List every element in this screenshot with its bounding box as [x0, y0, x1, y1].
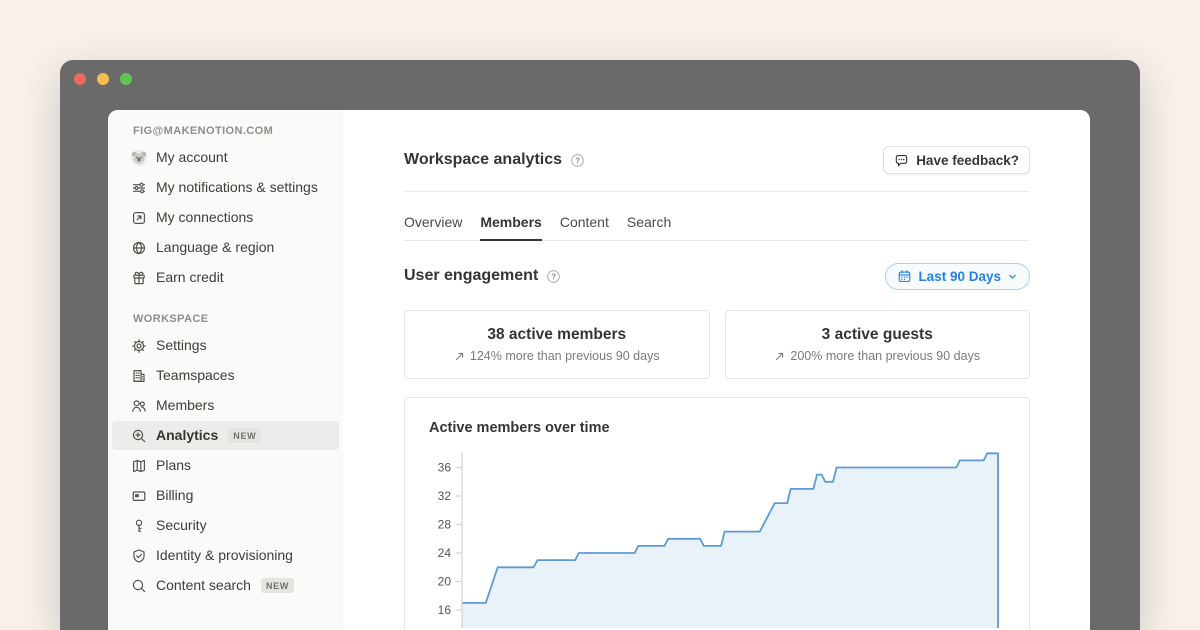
new-badge: NEW — [228, 428, 261, 443]
stat-cards-row: 38 active members 124% more than previou… — [404, 310, 1030, 379]
y-tick-label: 24 — [438, 546, 452, 560]
sidebar-item-label: Billing — [156, 486, 193, 505]
sidebar-item-label: Teamspaces — [156, 366, 235, 385]
avatar — [130, 149, 148, 167]
y-tick-label: 28 — [438, 518, 452, 532]
tab-members[interactable]: Members — [480, 214, 541, 241]
sidebar-item-content-search[interactable]: Content search NEW — [112, 571, 339, 600]
stat-delta: 200% more than previous 90 days — [774, 349, 980, 363]
sidebar-item-label: Security — [156, 516, 207, 535]
analytics-tabs: Overview Members Content Search — [404, 192, 1030, 241]
people-icon — [130, 397, 148, 415]
settings-sidebar: FIG@MAKENOTION.COM My account My notificat… — [108, 110, 343, 630]
account-email: FIG@MAKENOTION.COM — [108, 120, 343, 142]
sidebar-item-label: Analytics — [156, 426, 218, 445]
section-label-workspace: WORKSPACE — [108, 308, 343, 330]
key-icon — [130, 517, 148, 535]
sidebar-item-my-notifications-settings[interactable]: My notifications & settings — [112, 173, 339, 202]
chart-area — [462, 453, 998, 628]
chart-title: Active members over time — [429, 420, 1005, 436]
sidebar-item-teamspaces[interactable]: Teamspaces — [112, 361, 339, 390]
arrow-square-icon — [130, 209, 148, 227]
date-range-label: Last 90 Days — [918, 269, 1001, 284]
help-icon[interactable]: ? — [546, 269, 561, 284]
stat-value: 38 active members — [487, 326, 626, 344]
page-title-row: Workspace analytics ? — [404, 151, 585, 169]
sidebar-item-label: My connections — [156, 208, 253, 227]
trend-up-icon — [454, 351, 465, 362]
stat-card-active-guests: 3 active guests 200% more than previous … — [725, 310, 1031, 379]
map-icon — [130, 457, 148, 475]
sidebar-item-label: Settings — [156, 336, 207, 355]
section-title-row: User engagement ? — [404, 267, 561, 285]
credit-card-icon — [130, 487, 148, 505]
sidebar-item-label: Content search — [156, 576, 251, 595]
shield-check-icon — [130, 547, 148, 565]
globe-icon — [130, 239, 148, 257]
sidebar-item-analytics[interactable]: Analytics NEW — [112, 421, 339, 450]
have-feedback-label: Have feedback? — [916, 153, 1019, 168]
y-tick-label: 32 — [438, 489, 452, 503]
stat-delta-text: 124% more than previous 90 days — [470, 349, 660, 363]
stat-value: 3 active guests — [822, 326, 933, 344]
stat-card-active-members: 38 active members 124% more than previou… — [404, 310, 710, 379]
feedback-bubble-icon — [894, 153, 909, 168]
analytics-main: Workspace analytics ? Have feedback? Ove… — [343, 110, 1090, 630]
page-header: Workspace analytics ? Have feedback? — [404, 146, 1030, 174]
tab-content[interactable]: Content — [560, 214, 609, 240]
sidebar-item-members[interactable]: Members — [112, 391, 339, 420]
active-members-chart: 16 20 24 28 32 36 — [429, 448, 1005, 628]
stat-delta: 124% more than previous 90 days — [454, 349, 660, 363]
y-tick-label: 36 — [438, 461, 452, 475]
sidebar-item-security[interactable]: Security — [112, 511, 339, 540]
sidebar-item-label: Members — [156, 396, 214, 415]
settings-window: FIG@MAKENOTION.COM My account My notificat… — [60, 60, 1140, 630]
sidebar-item-settings[interactable]: Settings — [112, 331, 339, 360]
sidebar-item-label: My notifications & settings — [156, 178, 318, 197]
sidebar-item-label: My account — [156, 148, 228, 167]
sidebar-item-my-account[interactable]: My account — [112, 143, 339, 172]
active-members-chart-card: Active members over time 16 20 24 28 32 36 — [404, 397, 1030, 630]
magnifier-plus-icon — [130, 427, 148, 445]
sidebar-item-my-connections[interactable]: My connections — [112, 203, 339, 232]
svg-text:?: ? — [551, 272, 556, 281]
minimize-button[interactable] — [97, 73, 109, 85]
magnifier-icon — [130, 577, 148, 595]
stat-delta-text: 200% more than previous 90 days — [790, 349, 980, 363]
help-icon[interactable]: ? — [570, 153, 585, 168]
settings-panel: FIG@MAKENOTION.COM My account My notificat… — [108, 110, 1090, 630]
svg-text:?: ? — [575, 156, 580, 165]
have-feedback-button[interactable]: Have feedback? — [883, 146, 1030, 174]
zoom-button[interactable] — [120, 73, 132, 85]
sidebar-item-label: Language & region — [156, 238, 274, 257]
sliders-icon — [130, 179, 148, 197]
calendar-icon — [897, 269, 912, 284]
close-button[interactable] — [74, 73, 86, 85]
sidebar-item-language-region[interactable]: Language & region — [112, 233, 339, 262]
y-tick-label: 20 — [438, 575, 452, 589]
tab-overview[interactable]: Overview — [404, 214, 462, 240]
gear-icon — [130, 337, 148, 355]
date-range-dropdown[interactable]: Last 90 Days — [885, 263, 1030, 290]
trend-up-icon — [774, 351, 785, 362]
sidebar-item-plans[interactable]: Plans — [112, 451, 339, 480]
gift-icon — [130, 269, 148, 287]
building-icon — [130, 367, 148, 385]
sidebar-item-label: Plans — [156, 456, 191, 475]
user-engagement-header: User engagement ? Last 90 Days — [404, 261, 1030, 291]
sidebar-item-label: Earn credit — [156, 268, 224, 287]
window-controls — [74, 73, 132, 85]
tab-search[interactable]: Search — [627, 214, 671, 240]
sidebar-item-identity-provisioning[interactable]: Identity & provisioning — [112, 541, 339, 570]
sidebar-item-earn-credit[interactable]: Earn credit — [112, 263, 339, 292]
sidebar-item-label: Identity & provisioning — [156, 546, 293, 565]
chevron-down-icon — [1007, 271, 1018, 282]
y-tick-label: 16 — [438, 603, 452, 617]
section-title: User engagement — [404, 267, 538, 285]
page-title: Workspace analytics — [404, 151, 562, 169]
sidebar-item-billing[interactable]: Billing — [112, 481, 339, 510]
new-badge: NEW — [261, 578, 294, 593]
